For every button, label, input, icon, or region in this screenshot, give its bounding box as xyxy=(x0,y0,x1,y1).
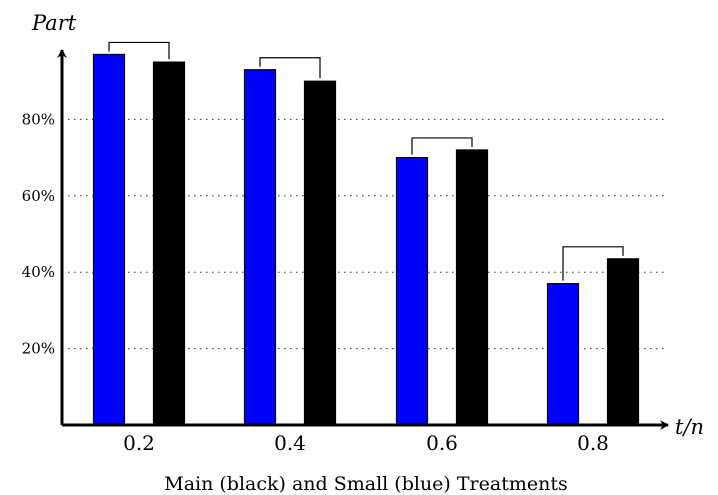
y-tick-label: 20% xyxy=(22,340,55,358)
bracket xyxy=(108,41,170,60)
bar xyxy=(546,283,580,426)
bar xyxy=(455,149,489,426)
chart-caption: Main (black) and Small (blue) Treatments xyxy=(164,473,567,495)
x-tick-label: 0.8 xyxy=(577,431,609,455)
x-tick-label: 0.2 xyxy=(123,431,155,455)
bar xyxy=(92,53,126,426)
bar xyxy=(395,157,429,426)
bracket xyxy=(411,137,473,155)
brackets xyxy=(108,41,624,281)
y-tick-label: 40% xyxy=(22,263,55,281)
y-tick-label: 80% xyxy=(22,110,55,128)
x-axis-title: t/n xyxy=(675,415,704,439)
bar xyxy=(152,61,186,426)
y-tick-labels: 20% 40% 60% 80% xyxy=(22,110,55,357)
bar xyxy=(243,69,277,426)
y-axis-title: Part xyxy=(31,11,77,35)
bracket xyxy=(562,246,624,281)
bar xyxy=(303,80,337,426)
y-tick-label: 60% xyxy=(22,187,55,205)
x-tick-labels: 0.2 0.4 0.6 0.8 xyxy=(123,431,609,455)
x-tick-label: 0.4 xyxy=(274,431,306,455)
x-tick-label: 0.6 xyxy=(426,431,458,455)
gridlines xyxy=(62,118,665,350)
bracket xyxy=(259,57,321,79)
bars xyxy=(92,53,640,426)
bar xyxy=(606,258,640,426)
